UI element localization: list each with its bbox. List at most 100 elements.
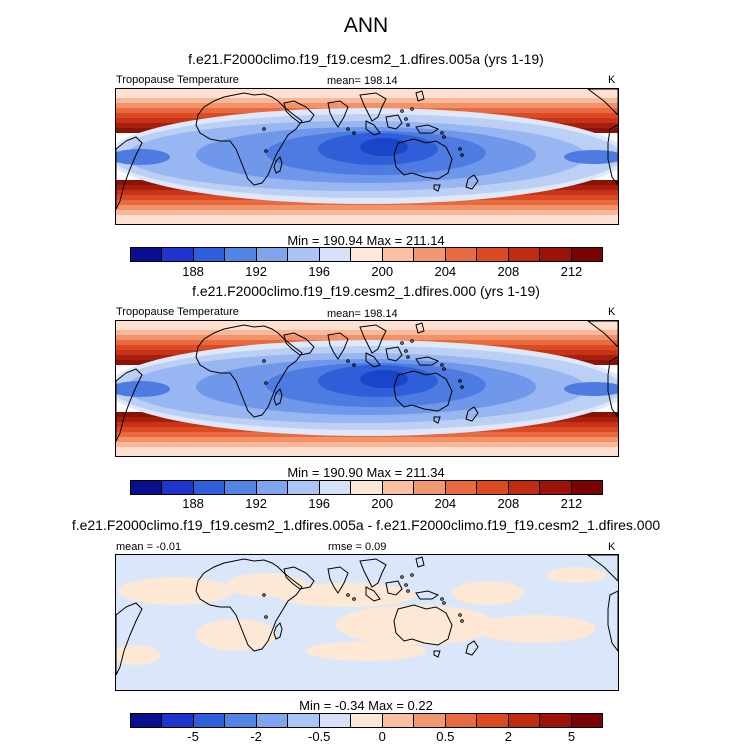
colorbar-swatch	[193, 481, 226, 494]
positive-anomaly	[546, 567, 606, 583]
panel-3-minmax: Min = -0.34 Max = 0.22	[299, 698, 433, 713]
cold-lobe	[564, 382, 618, 396]
coastline	[365, 352, 381, 368]
panel-2-colorbar-ticks: 188 192 196 200 204 208 212	[130, 496, 603, 512]
island	[262, 359, 266, 363]
colorbar-swatch	[225, 714, 257, 727]
coastline	[465, 640, 479, 656]
colorbar-swatch	[508, 481, 541, 494]
coastline	[327, 566, 349, 594]
positive-anomaly	[276, 583, 416, 607]
colorbar-swatch	[319, 481, 352, 494]
coastline	[465, 406, 479, 422]
colorbar-swatch	[162, 481, 194, 494]
map-canvas	[116, 555, 618, 690]
colorbar-swatch	[256, 714, 289, 727]
colorbar-tick-label: -2	[250, 729, 262, 744]
coastline	[195, 324, 303, 418]
island	[352, 597, 356, 601]
island	[410, 107, 414, 111]
colorbar-swatch	[477, 248, 509, 261]
panel-2-colorbar	[130, 480, 603, 495]
island	[406, 355, 410, 359]
colorbar-tick-label: 188	[182, 264, 204, 279]
colorbar-swatch	[225, 481, 257, 494]
colorbar-swatch	[414, 248, 446, 261]
colorbar-tick-label: 204	[434, 264, 457, 279]
colorbar-tick-label: 2	[504, 729, 513, 744]
colorbar-swatch	[256, 248, 289, 261]
panel-3-title: f.e21.F2000climo.f19_f19.cesm2_1.dfires.…	[71, 517, 661, 533]
island	[346, 359, 350, 363]
warm-band	[116, 215, 618, 224]
positive-anomaly	[452, 581, 524, 605]
island	[440, 131, 444, 135]
colorbar-tick-label: 208	[497, 264, 520, 279]
island	[458, 379, 462, 383]
colorbar-swatch	[445, 248, 478, 261]
coastline	[607, 356, 618, 418]
coastline	[116, 136, 143, 210]
coastline	[587, 321, 618, 348]
warm-band	[116, 89, 618, 98]
coastline	[465, 174, 479, 190]
island	[460, 153, 464, 157]
island	[440, 597, 444, 601]
colorbar-swatch	[382, 481, 415, 494]
colorbar-swatch	[508, 714, 541, 727]
colorbar-swatch	[382, 714, 415, 727]
colorbar-swatch	[540, 248, 572, 261]
colorbar-swatch	[162, 248, 194, 261]
panel-2-units-label: K	[608, 306, 616, 318]
coastline	[415, 124, 440, 134]
coastline	[587, 89, 618, 116]
colorbar-tick-label: 0.5	[436, 729, 455, 744]
panel-3-rmse-label: rmse = 0.09	[328, 541, 387, 553]
coastline	[273, 388, 283, 406]
coastline	[607, 590, 618, 652]
colorbar-swatch	[162, 714, 194, 727]
panel-3-units-label: K	[608, 541, 616, 553]
island	[460, 385, 464, 389]
island	[406, 123, 410, 127]
coastline	[195, 92, 303, 186]
colorbar-swatch	[288, 248, 320, 261]
panel-2-map	[115, 320, 619, 457]
coastline	[273, 622, 283, 640]
coastline	[433, 416, 441, 424]
island	[458, 613, 462, 617]
island	[264, 149, 268, 153]
coastline	[273, 156, 283, 174]
colorbar-swatch	[193, 248, 226, 261]
colorbar-swatch	[414, 714, 446, 727]
coastline	[587, 555, 618, 582]
coastline	[415, 322, 425, 334]
colorbar-tick-label: 200	[371, 264, 394, 279]
coastline	[415, 556, 425, 568]
island	[404, 349, 408, 353]
positive-anomaly	[476, 615, 596, 643]
panel-2-title: f.e21.F2000climo.f19_f19.cesm2_1.dfires.…	[192, 283, 540, 299]
colorbar-tick-label: 196	[308, 496, 331, 511]
island	[400, 109, 404, 113]
colorbar-swatch	[288, 481, 320, 494]
coastline	[283, 100, 315, 124]
panel-1-units-label: K	[608, 74, 616, 86]
colorbar-swatch	[540, 481, 572, 494]
island	[406, 589, 410, 593]
coastline	[415, 90, 425, 102]
warm-band	[116, 321, 618, 330]
colorbar-swatch	[571, 481, 603, 494]
cold-lobe	[564, 150, 618, 164]
colorbar-tick-label: 212	[560, 496, 583, 511]
coastline	[385, 114, 403, 130]
colorbar-tick-label: 5	[567, 729, 576, 744]
island	[400, 575, 404, 579]
panel-1-title: f.e21.F2000climo.f19_f19.cesm2_1.dfires.…	[188, 51, 544, 67]
positive-anomaly	[336, 605, 496, 645]
panel-1-map	[115, 88, 619, 225]
island	[410, 573, 414, 577]
colorbar-swatch	[351, 714, 383, 727]
colorbar-swatch	[225, 248, 257, 261]
cold-lobe	[116, 381, 170, 397]
